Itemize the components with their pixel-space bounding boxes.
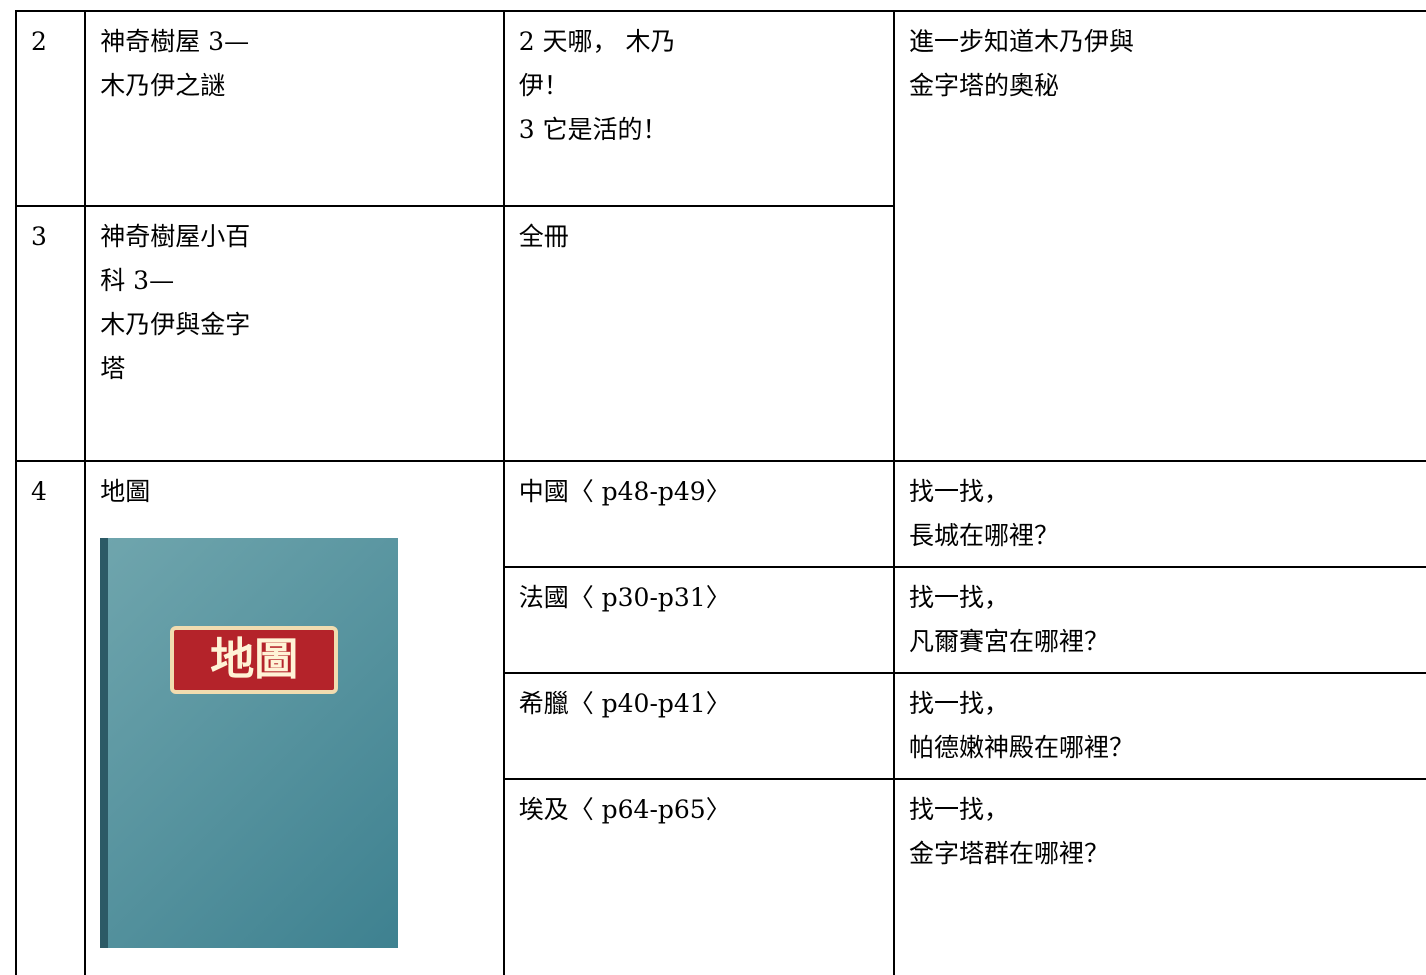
cell: 全冊 [502,205,896,462]
cover-title: 地圖 [170,626,339,694]
text-line: 找一找， [909,477,1010,506]
text-line: 木乃伊之謎 [100,71,226,100]
text-line: 埃及〈 p64-p65〉 [518,795,731,824]
cell: 進一步知道木乃伊與 金字塔的奧秘 [893,10,1426,462]
table-row: 4 地圖 地圖 中國〈 p48-p49〉 找一找， 長城在哪裡？ [14,460,1426,975]
cell: 神奇樹屋小百科 3— 木乃伊與金字塔 [84,205,505,462]
text-line: 木乃伊與金字 [100,310,251,339]
text-line: 希臘〈 p40-p41〉 [518,689,731,718]
text-line: 長城在哪裡？ [909,521,1060,550]
text-line: 中國〈 p48-p49〉 [518,477,731,506]
cell: 埃及〈 p64-p65〉 [502,778,896,975]
cell: 2 [14,10,87,207]
row-number: 2 [31,27,47,56]
text-line: 法國〈 p30-p31〉 [518,583,731,612]
cell: 4 [14,460,87,975]
book-cover: 地圖 [100,538,399,948]
row-number: 4 [31,477,47,506]
table-row: 埃及〈 p64-p65〉 找一找， 金字塔群在哪裡？ [16,778,1426,975]
cell: 2 天哪， 木乃 伊！ 3 它是活的！ [502,10,896,207]
text-line: 找一找， [909,689,1010,718]
text-line: 地圖 [100,477,151,506]
cell: 找一找， 長城在哪裡？ [893,460,1426,568]
cell: 希臘〈 p40-p41〉 [502,672,896,780]
table-row: 希臘〈 p40-p41〉 找一找， 帕德嫩神殿在哪裡？ [16,672,1426,780]
text-line: 塔 [100,354,126,383]
cell: 找一找， 凡爾賽宮在哪裡？ [893,566,1426,674]
cell: 3 [14,205,87,462]
cell: 地圖 地圖 [84,460,505,975]
cell: 神奇樹屋 3— 木乃伊之謎 [84,10,505,207]
cell: 找一找， 金字塔群在哪裡？ [893,778,1426,975]
table-row: 法國〈 p30-p31〉 找一找， 凡爾賽宮在哪裡？ [16,566,1426,674]
text-line: 神奇樹屋 3— [100,27,250,56]
text-line: 帕德嫩神殿在哪裡？ [909,733,1135,762]
text-line: 找一找， [909,795,1010,824]
text-line: 找一找， [909,583,1010,612]
cell: 法國〈 p30-p31〉 [502,566,896,674]
table-row: 3 神奇樹屋小百科 3— 木乃伊與金字塔 全冊 [14,205,1426,462]
row-number: 3 [31,222,47,251]
text-line: 全冊 [518,222,569,251]
text-line: 金字塔的奧秘 [909,71,1060,100]
cell: 中國〈 p48-p49〉 [502,460,896,568]
text-line: 3 它是活的！ [518,115,668,144]
table: 2 神奇樹屋 3— 木乃伊之謎 2 天哪， 木乃 伊！ 3 它是活的！ 進一步知道木乃伊與金… [14,10,1426,975]
text-line: 金字塔群在哪裡？ [909,839,1110,868]
table-row: 2 神奇樹屋 3— 木乃伊之謎 2 天哪， 木乃 伊！ 3 它是活的！ 進一步知道木乃伊與金… [14,10,1426,462]
text-line: 2 天哪， 木乃 [518,27,676,56]
cell: 找一找， 帕德嫩神殿在哪裡？ [893,672,1426,780]
text-line: 伊！ [518,71,569,100]
text-line: 進一步知道木乃伊與 [909,27,1135,56]
text-line: 神奇樹屋小百 [100,222,251,251]
text-line: 科 3— [100,266,175,295]
text-line: 凡爾賽宮在哪裡？ [909,627,1110,656]
